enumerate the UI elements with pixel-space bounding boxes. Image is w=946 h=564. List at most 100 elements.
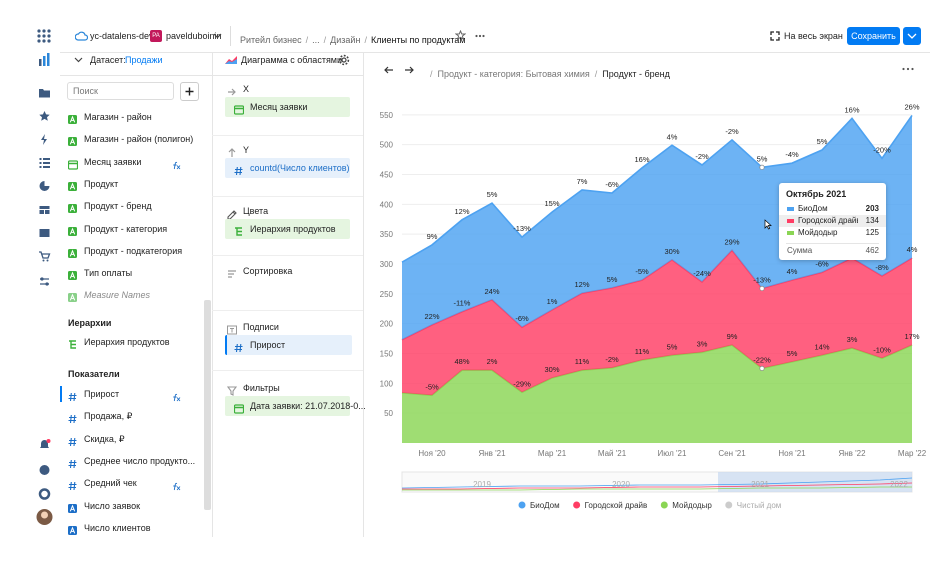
measure-field[interactable]: Среднее число продукто... <box>84 455 196 466</box>
y-tick-label: 300 <box>380 260 394 269</box>
legend-item[interactable]: Мойдодыр <box>672 501 712 510</box>
field-icon <box>67 157 79 170</box>
placeholder-field[interactable]: countd(Число клиентов) <box>250 163 350 173</box>
placeholder-item[interactable] <box>225 396 350 416</box>
navigator-line <box>401 477 913 489</box>
placeholder-item[interactable] <box>225 158 350 178</box>
navigator-label: 2019 <box>473 480 491 489</box>
navigator-line <box>402 482 913 490</box>
data-label: -24% <box>693 269 711 278</box>
section-title: Сортировка <box>243 266 293 276</box>
more[interactable] <box>475 34 485 38</box>
history-nav[interactable] <box>384 65 414 75</box>
placeholder-item[interactable] <box>225 335 352 355</box>
breadcrumb[interactable]: Клиенты по продуктам <box>370 35 466 45</box>
y-tick-label: 550 <box>380 111 394 120</box>
legend-marker <box>518 501 526 509</box>
data-label: -2% <box>605 355 619 364</box>
data-label: -13% <box>753 275 771 284</box>
chart: 50 100 150 200 250 300 350 400 450 500 550 Ноя '20 Я… <box>380 102 927 510</box>
legend-item[interactable]: БиоДом <box>530 501 560 510</box>
placeholder-field[interactable]: Месяц заявки <box>250 102 308 112</box>
add-field[interactable] <box>180 82 199 101</box>
tooltip-name: БиоДом <box>798 204 828 213</box>
dimension-field[interactable]: Месяц заявки <box>84 156 142 167</box>
fullscreen-button[interactable]: На весь экран <box>784 31 843 41</box>
tooltip-name: Городской драйв <box>798 216 858 225</box>
dimension-field[interactable]: Measure Names <box>84 290 151 301</box>
data-label: -6% <box>815 259 829 268</box>
tooltip-name: Мойдодыр <box>798 228 838 237</box>
breadcrumb[interactable]: ... <box>312 35 320 45</box>
favorite[interactable] <box>455 30 466 41</box>
navigator-label: 2020 <box>612 480 630 489</box>
logo[interactable] <box>37 29 51 43</box>
field-icon <box>68 112 78 124</box>
area <box>402 250 912 396</box>
field-icon <box>68 456 78 468</box>
scrollbar[interactable] <box>204 300 211 510</box>
placeholder-item[interactable] <box>225 97 350 117</box>
field-icon <box>234 224 244 236</box>
hierarchy-field[interactable]: Иерархия продуктов <box>84 337 170 347</box>
measure-field[interactable]: Число заявок <box>84 500 141 511</box>
save-button[interactable]: Сохранить <box>847 27 900 45</box>
placeholder-field[interactable]: Иерархия продуктов <box>250 224 336 234</box>
data-label: 5% <box>487 190 498 199</box>
measure-field[interactable]: Скидка, ₽ <box>84 433 125 444</box>
legend-item[interactable]: Чистый дом <box>737 501 782 510</box>
field-icon <box>68 201 78 214</box>
data-label: -20% <box>873 145 891 154</box>
divider <box>230 26 231 46</box>
divider <box>212 370 363 371</box>
placeholder-field[interactable]: Дата заявки: 21.07.2018-0... <box>250 401 366 411</box>
chevron[interactable] <box>213 32 222 40</box>
data-label: 24% <box>484 287 499 296</box>
field-icon <box>68 268 78 281</box>
separator: / <box>323 35 327 45</box>
dimension-field[interactable]: Продукт <box>84 178 119 189</box>
field-icon <box>68 389 78 402</box>
dimension-field[interactable]: Продукт - категория <box>84 223 168 234</box>
separator: / <box>594 69 598 79</box>
collapse[interactable] <box>74 56 83 64</box>
measure-field[interactable]: Продажа, ₽ <box>84 411 133 422</box>
field-icon <box>233 401 245 414</box>
dimension-field[interactable]: Продукт - бренд <box>84 201 152 212</box>
settings[interactable] <box>338 54 350 66</box>
breadcrumb[interactable]: Ритейл бизнес <box>240 35 302 45</box>
area <box>402 345 912 443</box>
divider <box>212 196 363 197</box>
chart-type[interactable]: Диаграмма с областями <box>241 55 343 65</box>
data-label: 14% <box>814 342 829 351</box>
measure-field[interactable]: Число клиентов <box>84 522 151 533</box>
save-menu[interactable] <box>903 27 921 45</box>
placeholder-item[interactable] <box>225 219 350 239</box>
data-label: 3% <box>697 339 708 348</box>
dimension-field[interactable]: Магазин - район <box>84 112 152 122</box>
data-label: 16% <box>634 155 649 164</box>
measure-field[interactable]: Средний чек <box>84 478 137 489</box>
section-icon <box>227 206 237 220</box>
formula-badge <box>172 389 181 402</box>
dataset-name[interactable]: Продажи <box>125 55 163 65</box>
legend-item[interactable]: Городской драйв <box>585 501 648 510</box>
y-tick-label: 150 <box>380 350 394 359</box>
dimension-field[interactable]: Продукт - подкатегория <box>84 245 183 256</box>
chart-menu[interactable] <box>902 67 914 71</box>
search-input[interactable]: Поиск <box>67 82 174 100</box>
breadcrumb[interactable]: Дизайн <box>330 35 361 45</box>
placeholder-field[interactable]: Прирост <box>250 340 286 350</box>
workspace[interactable]: yc-datalens-dev <box>90 31 154 41</box>
user-name[interactable]: pavelduboinin <box>166 31 222 41</box>
x-tick-label: Май '21 <box>598 449 627 458</box>
fullscreen-icon[interactable] <box>770 31 780 41</box>
dimension-field[interactable]: Тип оплаты <box>84 268 133 279</box>
breadcrumb[interactable]: Продукт - бренд <box>602 69 670 79</box>
separator: / <box>364 35 367 45</box>
measure-field[interactable]: Прирост <box>84 389 120 399</box>
y-tick-label: 200 <box>380 320 394 329</box>
dimension-field[interactable]: Магазин - район (полигон) <box>84 134 194 145</box>
breadcrumb[interactable]: Продукт - категория: Бытовая химия <box>437 69 590 79</box>
